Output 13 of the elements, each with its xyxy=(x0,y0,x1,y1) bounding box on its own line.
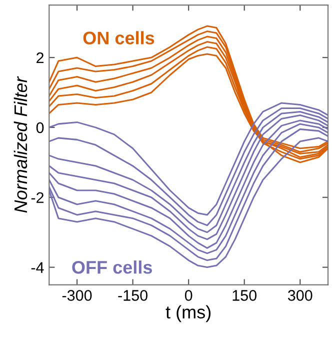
x-tick-label: -300 xyxy=(62,290,92,301)
x-axis-title: t (ms) xyxy=(166,305,211,322)
text: OFF cells xyxy=(72,260,152,274)
x-tick-label: -150 xyxy=(118,290,148,301)
x-tick-label: 150 xyxy=(232,290,256,301)
y-tick-label: 2 xyxy=(36,52,44,64)
y-tick-label: -4 xyxy=(31,262,44,273)
x-tick-label: 0 xyxy=(184,290,192,301)
series-label: ON cells xyxy=(83,31,154,44)
y-axis-title: Normalized Filter xyxy=(14,76,28,213)
y-tick-label: 0 xyxy=(36,122,44,134)
x-tick-label: 300 xyxy=(288,290,312,301)
y-tick-label: -2 xyxy=(31,192,44,203)
